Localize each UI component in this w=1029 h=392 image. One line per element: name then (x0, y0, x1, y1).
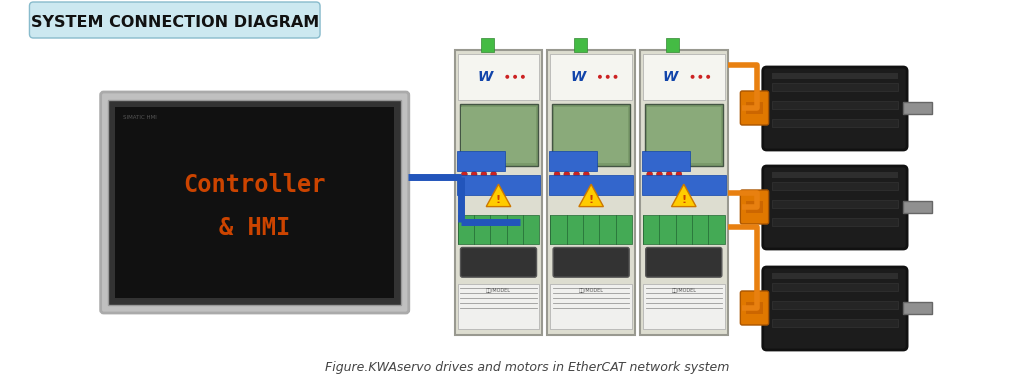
Bar (551, 54, 632, 100)
Circle shape (481, 171, 487, 177)
Circle shape (676, 171, 682, 177)
Bar (551, 215, 632, 244)
Bar (772, 101, 898, 109)
Bar (458, 215, 539, 244)
FancyBboxPatch shape (740, 291, 769, 325)
Text: !: ! (496, 195, 501, 205)
Bar (772, 218, 898, 226)
Circle shape (471, 171, 477, 177)
Bar (772, 301, 898, 309)
Text: SIMATIC HMI: SIMATIC HMI (123, 114, 157, 120)
FancyBboxPatch shape (640, 50, 728, 335)
Text: W: W (477, 70, 493, 84)
Bar (115, 107, 394, 298)
Text: 型号/MODEL: 型号/MODEL (486, 288, 511, 293)
Bar (772, 273, 898, 279)
Bar (772, 119, 898, 127)
Bar (481, 38, 494, 52)
Circle shape (521, 75, 525, 79)
Polygon shape (672, 184, 696, 207)
Polygon shape (579, 184, 603, 207)
Bar (772, 283, 898, 291)
Text: W: W (663, 70, 678, 84)
FancyBboxPatch shape (101, 92, 409, 313)
FancyBboxPatch shape (646, 247, 721, 277)
FancyBboxPatch shape (762, 67, 908, 150)
Bar (458, 54, 539, 100)
Circle shape (505, 75, 509, 79)
Bar (642, 151, 690, 171)
Circle shape (461, 171, 467, 177)
Bar (549, 151, 598, 171)
Circle shape (657, 171, 663, 177)
Bar (573, 38, 587, 52)
Bar (903, 201, 932, 213)
Bar (903, 302, 932, 314)
Bar (554, 107, 629, 163)
Bar (772, 73, 898, 79)
Bar (772, 200, 898, 208)
FancyBboxPatch shape (30, 2, 320, 38)
Bar (460, 103, 537, 166)
Bar (645, 103, 722, 166)
Bar (458, 284, 539, 329)
Bar (549, 175, 633, 195)
Text: 型号/MODEL: 型号/MODEL (578, 288, 604, 293)
Bar (457, 151, 505, 171)
FancyBboxPatch shape (455, 50, 542, 335)
Text: SYSTEM CONNECTION DIAGRAM: SYSTEM CONNECTION DIAGRAM (31, 15, 319, 29)
Bar (666, 38, 679, 52)
FancyBboxPatch shape (108, 100, 401, 305)
Circle shape (564, 171, 570, 177)
Text: 型号/MODEL: 型号/MODEL (671, 288, 697, 293)
Bar (746, 302, 762, 314)
Circle shape (491, 171, 497, 177)
Bar (643, 54, 724, 100)
Bar (461, 107, 535, 163)
Circle shape (554, 171, 560, 177)
Circle shape (573, 171, 579, 177)
FancyBboxPatch shape (762, 166, 908, 249)
Bar (772, 172, 898, 178)
Circle shape (513, 75, 517, 79)
Text: & HMI: & HMI (219, 216, 290, 240)
Bar (642, 175, 725, 195)
Circle shape (606, 75, 609, 79)
Text: !: ! (589, 195, 594, 205)
Bar (551, 284, 632, 329)
FancyBboxPatch shape (547, 50, 635, 335)
Bar (553, 103, 630, 166)
Text: Figure.KWAservo drives and motors in EtherCAT network system: Figure.KWAservo drives and motors in Eth… (324, 361, 729, 374)
Bar (643, 215, 724, 244)
Circle shape (666, 171, 672, 177)
Bar (746, 201, 762, 213)
Circle shape (613, 75, 617, 79)
Bar (772, 83, 898, 91)
Circle shape (699, 75, 703, 79)
Circle shape (583, 171, 590, 177)
Bar (903, 102, 932, 114)
Polygon shape (487, 184, 510, 207)
Text: W: W (570, 70, 586, 84)
Bar (772, 319, 898, 327)
Bar (647, 107, 721, 163)
Bar (746, 102, 762, 114)
Bar (772, 182, 898, 190)
FancyBboxPatch shape (740, 91, 769, 125)
Bar (643, 284, 724, 329)
FancyBboxPatch shape (554, 247, 629, 277)
FancyBboxPatch shape (762, 267, 908, 350)
Circle shape (690, 75, 695, 79)
Bar (457, 175, 540, 195)
Text: !: ! (681, 195, 686, 205)
FancyBboxPatch shape (460, 247, 536, 277)
Text: Controller: Controller (183, 173, 326, 197)
FancyBboxPatch shape (740, 190, 769, 224)
Circle shape (647, 171, 652, 177)
Circle shape (598, 75, 602, 79)
Circle shape (706, 75, 710, 79)
